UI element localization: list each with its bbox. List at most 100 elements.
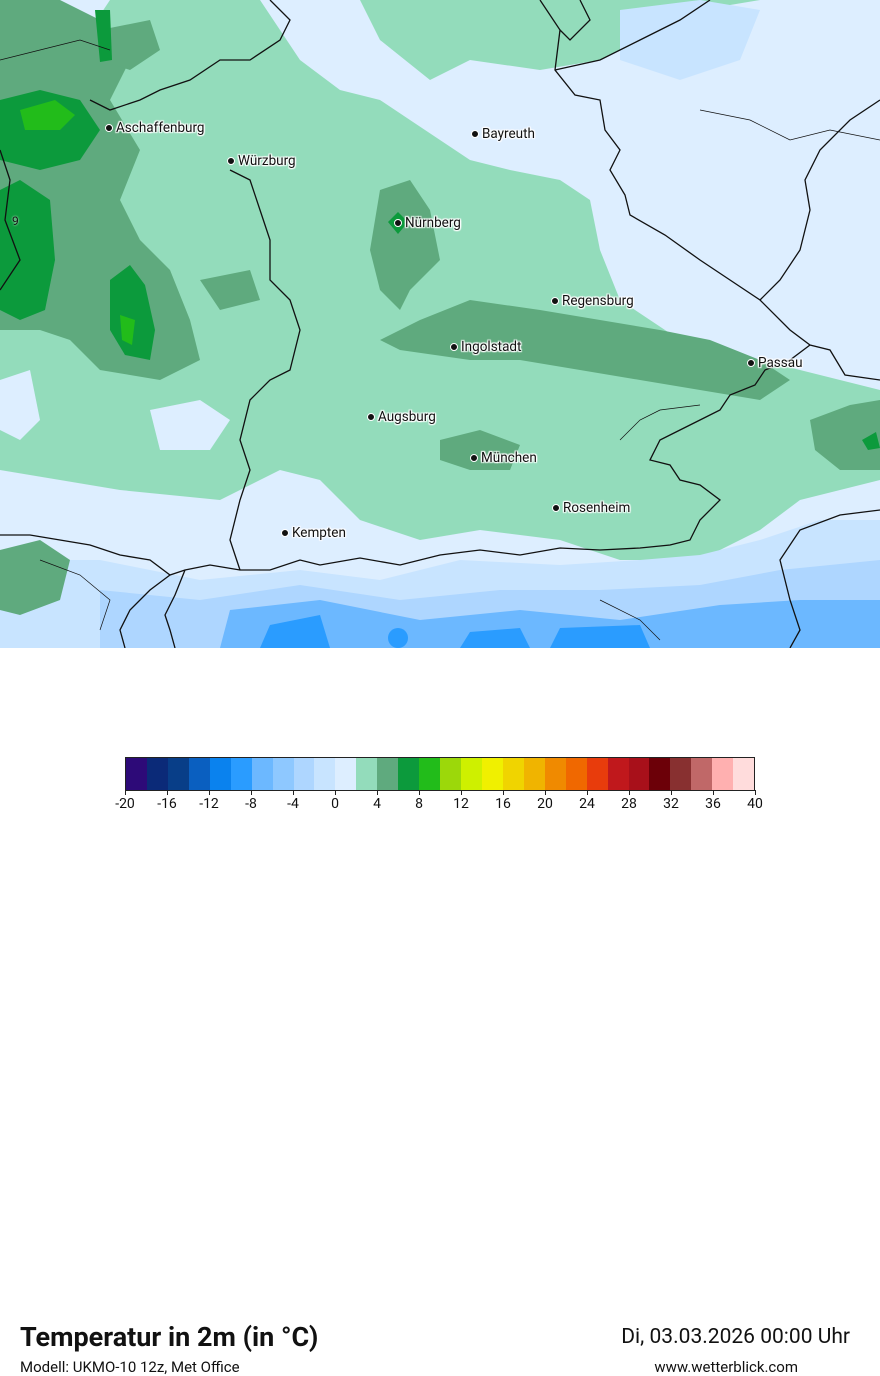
- legend-tick-label: 16: [495, 796, 511, 812]
- legend-swatch: [649, 758, 671, 790]
- edge-value-label: 9: [12, 214, 19, 228]
- legend-swatch: [586, 758, 608, 790]
- legend-tick-mark: [461, 790, 462, 795]
- legend-tick-mark: [377, 790, 378, 795]
- city-aschaffenburg: Aschaffenburg: [105, 120, 205, 136]
- city-marker-icon: [105, 124, 113, 132]
- legend-tick-mark: [671, 790, 672, 795]
- legend-swatch: [502, 758, 524, 790]
- legend-tick-mark: [713, 790, 714, 795]
- legend-swatch: [209, 758, 231, 790]
- legend-tick-label: 40: [747, 796, 763, 812]
- legend-tick-label: 12: [453, 796, 469, 812]
- legend-tick-mark: [629, 790, 630, 795]
- legend-swatch: [314, 758, 336, 790]
- city-nuernberg: Nürnberg: [394, 215, 461, 231]
- city-wuerzburg: Würzburg: [227, 153, 296, 169]
- temperature-map: Aschaffenburg Würzburg Bayreuth Nürnberg…: [0, 0, 880, 648]
- legend-tick-mark: [545, 790, 546, 795]
- colder-core: [220, 600, 880, 648]
- city-label: München: [481, 450, 537, 466]
- warmest-areas: [20, 100, 135, 345]
- city-label: Kempten: [292, 525, 346, 541]
- legend-swatch: [712, 758, 734, 790]
- city-marker-icon: [470, 454, 478, 462]
- legend-tick-label: 8: [415, 796, 423, 812]
- legend-swatch: [398, 758, 420, 790]
- legend-tick-label: 28: [621, 796, 637, 812]
- city-label: Bayreuth: [482, 126, 535, 142]
- map-title: Temperatur in 2m (in °C): [20, 1321, 319, 1353]
- city-muenchen: München: [470, 450, 537, 466]
- city-marker-icon: [552, 504, 560, 512]
- city-marker-icon: [450, 343, 458, 351]
- legend-tick-mark: [587, 790, 588, 795]
- legend-swatch: [126, 758, 147, 790]
- legend-swatch: [293, 758, 315, 790]
- legend-tick-mark: [293, 790, 294, 795]
- legend-tick-mark: [335, 790, 336, 795]
- city-marker-icon: [551, 297, 559, 305]
- legend-tick-label: -20: [115, 796, 135, 812]
- legend-swatch: [377, 758, 399, 790]
- legend-swatch: [272, 758, 294, 790]
- legend-swatch: [167, 758, 189, 790]
- legend-swatch: [733, 758, 755, 790]
- color-legend: [125, 757, 755, 791]
- legend-tick-label: 36: [705, 796, 721, 812]
- legend-swatch: [523, 758, 545, 790]
- city-label: Rosenheim: [563, 500, 631, 516]
- city-bayreuth: Bayreuth: [471, 126, 535, 142]
- legend-tick-label: 32: [663, 796, 679, 812]
- website-link[interactable]: www.wetterblick.com: [654, 1358, 798, 1376]
- legend-swatch: [356, 758, 378, 790]
- legend-swatch: [565, 758, 587, 790]
- legend-swatch: [544, 758, 566, 790]
- legend-swatch: [440, 758, 461, 790]
- city-passau: Passau: [747, 355, 803, 371]
- city-augsburg: Augsburg: [367, 409, 436, 425]
- model-info: Modell: UKMO-10 12z, Met Office: [20, 1358, 240, 1376]
- legend-tick-mark: [755, 790, 756, 795]
- forecast-datetime: Di, 03.03.2026 00:00 Uhr: [621, 1325, 850, 1349]
- legend-swatch: [230, 758, 252, 790]
- legend-swatch: [670, 758, 692, 790]
- city-marker-icon: [281, 529, 289, 537]
- coldest-core: [260, 615, 650, 648]
- legend-swatch: [335, 758, 357, 790]
- legend-swatch: [607, 758, 629, 790]
- city-marker-icon: [471, 130, 479, 138]
- minor-borders: [0, 39, 880, 641]
- city-marker-icon: [367, 413, 375, 421]
- city-label: Aschaffenburg: [116, 120, 205, 136]
- city-ingolstadt: Ingolstadt: [450, 339, 521, 355]
- legend-tick-label: -8: [245, 796, 257, 812]
- city-label: Würzburg: [238, 153, 296, 169]
- legend-swatch: [188, 758, 210, 790]
- borders: [0, 0, 880, 648]
- city-label: Augsburg: [378, 409, 436, 425]
- legend-tick-label: -4: [287, 796, 299, 812]
- city-label: Passau: [758, 355, 803, 371]
- legend-tick-label: -12: [199, 796, 219, 812]
- legend-tick-label: 0: [331, 796, 339, 812]
- map-shading: [0, 0, 880, 648]
- city-label: Nürnberg: [405, 215, 461, 231]
- legend-tick-mark: [209, 790, 210, 795]
- legend-swatch: [481, 758, 503, 790]
- city-rosenheim: Rosenheim: [552, 500, 630, 516]
- city-regensburg: Regensburg: [551, 293, 634, 309]
- legend-swatch: [146, 758, 168, 790]
- legend-tick-label: 24: [579, 796, 595, 812]
- legend-tick-label: 20: [537, 796, 553, 812]
- legend-tick-mark: [251, 790, 252, 795]
- legend-tick-mark: [125, 790, 126, 795]
- city-label: Ingolstadt: [461, 339, 522, 355]
- legend-tick-label: -16: [157, 796, 177, 812]
- city-label: Regensburg: [562, 293, 634, 309]
- legend-swatch: [461, 758, 482, 790]
- legend-swatch: [419, 758, 441, 790]
- legend-swatch: [691, 758, 713, 790]
- legend-tick-mark: [419, 790, 420, 795]
- city-marker-icon: [747, 359, 755, 367]
